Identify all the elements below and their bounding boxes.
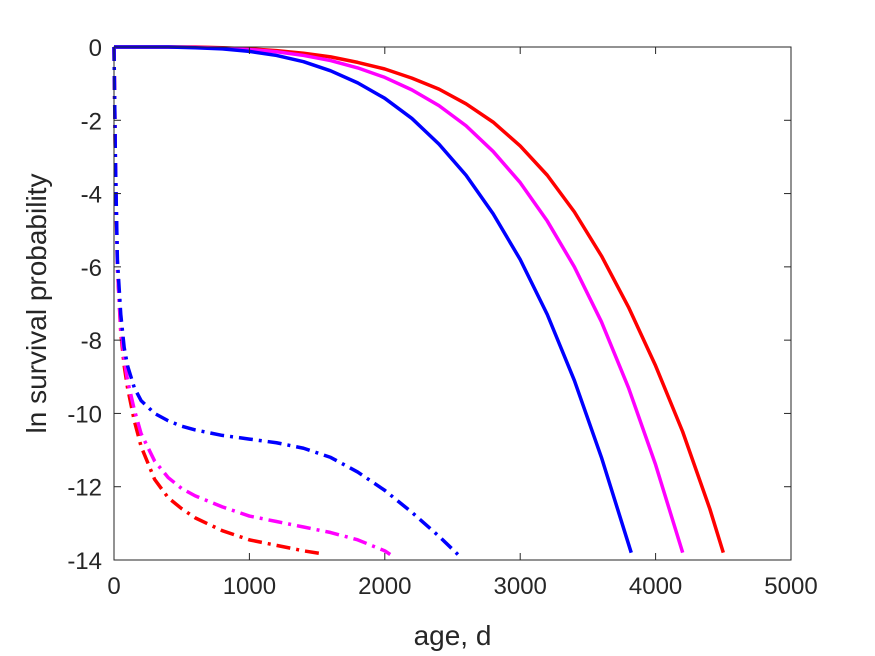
y-tick-label: -4 <box>81 182 102 209</box>
series-line-3 <box>114 45 633 554</box>
y-tick-label: -6 <box>81 255 102 282</box>
x-tick-label: 4000 <box>629 573 682 600</box>
series-layer <box>112 45 725 556</box>
y-tick-label: -8 <box>81 328 102 355</box>
plot-area <box>114 47 791 560</box>
y-tick-label: -2 <box>81 108 102 135</box>
x-tick-label: 0 <box>107 573 120 600</box>
y-tick-label: 0 <box>89 35 102 62</box>
x-tick-label: 2000 <box>358 573 411 600</box>
plot-frame <box>113 46 792 561</box>
y-axis-label: ln survival probability <box>21 174 52 434</box>
x-tick-label: 5000 <box>764 573 817 600</box>
y-tick-label: -14 <box>67 548 102 575</box>
y-tick-label: -10 <box>67 401 102 428</box>
ticks-layer: 0 1000 2000 3000 4000 5000 0 -2 -4 -6 -8 -10 -12 -14 <box>67 35 817 600</box>
x-axis-label: age, d <box>414 620 492 651</box>
x-tick-label: 1000 <box>223 573 276 600</box>
y-tick-label: -12 <box>67 475 102 502</box>
series-line-6 <box>112 46 460 556</box>
x-tick-label: 3000 <box>494 573 547 600</box>
